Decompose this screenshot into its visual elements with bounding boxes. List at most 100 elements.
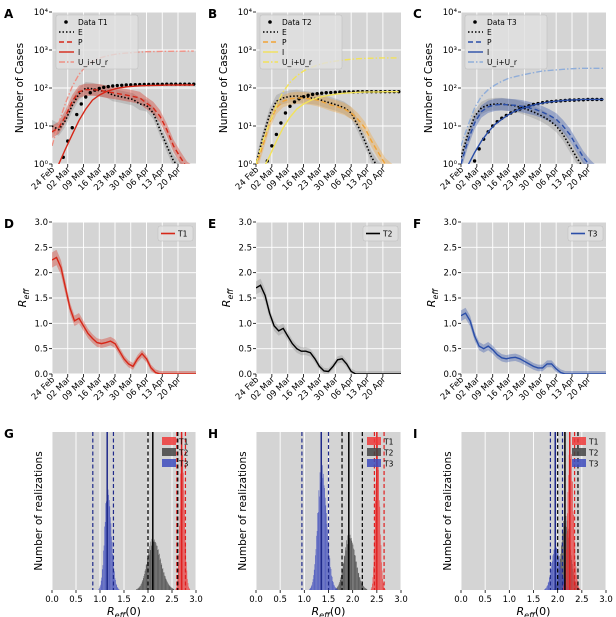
hist-bar-T2	[342, 569, 343, 590]
hist-bar-T1	[576, 575, 577, 590]
hist-bar-T3	[553, 554, 554, 590]
x-tick-label: 1.5	[117, 595, 131, 605]
hist-bar-T1	[179, 525, 180, 590]
hist-bar-T1	[370, 588, 372, 590]
hist-bar-T1	[380, 534, 381, 590]
x-tick-label: 2.0	[141, 595, 155, 605]
hist-bar-T3	[114, 578, 116, 590]
data-point	[320, 91, 324, 95]
hist-bar-T3	[551, 561, 553, 590]
data-point	[397, 89, 401, 94]
hist-bar-T2	[145, 569, 146, 590]
panel-letter: B	[208, 7, 217, 21]
data-point	[472, 159, 477, 163]
y-axis-label: Reff	[16, 288, 31, 308]
legend-label: T1	[383, 438, 394, 447]
hist-bar-T1	[372, 583, 373, 590]
x-tick-label: 1.5	[322, 595, 336, 605]
hist-bar-T3	[99, 588, 100, 590]
legend-marker	[367, 459, 381, 467]
legend-marker	[572, 437, 586, 445]
hist-bar-T1	[188, 588, 190, 590]
hist-bar-T1	[184, 530, 186, 590]
hist-bar-T2	[563, 521, 564, 590]
hist-bar-T2	[145, 564, 147, 590]
hist-bar-T2	[363, 586, 364, 590]
hist-bar-T1	[381, 562, 382, 590]
hist-bar-T3	[328, 544, 330, 590]
legend-label: Data T1	[78, 18, 108, 27]
hist-bar-T3	[322, 477, 324, 590]
legend-label: T3	[383, 460, 394, 469]
data-point	[106, 84, 110, 89]
legend-box	[55, 14, 139, 70]
legend-label: U_i+U_r	[78, 58, 109, 67]
y-tick-label: 0.0	[443, 370, 457, 380]
hist-bar-T3	[326, 512, 327, 590]
hist-bar-T2	[360, 580, 361, 590]
hist-bar-T3	[110, 517, 111, 590]
hist-bar-T2	[165, 578, 167, 590]
hist-bar-T3	[315, 549, 317, 590]
hist-bar-T2	[356, 567, 358, 590]
data-point	[111, 84, 115, 88]
hist-bar-T2	[345, 547, 346, 590]
band-P	[52, 83, 191, 164]
hist-bar-T1	[567, 513, 568, 590]
legend-label: P	[78, 38, 83, 47]
hist-bar-T2	[562, 531, 563, 590]
hist-bar-T2	[364, 587, 365, 590]
hist-bar-T2	[137, 588, 139, 590]
data-point	[79, 102, 83, 106]
hist-bar-T2	[154, 541, 156, 590]
y-tick-label: 3.0	[443, 218, 457, 228]
hist-bar-T2	[168, 585, 170, 590]
hist-bar-T2	[147, 559, 149, 590]
hist-bar-T2	[352, 542, 353, 590]
hist-bar-T3	[545, 588, 546, 590]
hist-bar-T1	[189, 589, 191, 590]
hist-bar-T2	[162, 567, 164, 590]
data-point	[97, 86, 101, 91]
hist-bar-T2	[136, 589, 138, 590]
legend-label: T3	[587, 230, 598, 239]
y-tick-label: 10³	[238, 46, 252, 56]
hist-bar-T3	[107, 489, 109, 590]
data-point	[70, 126, 74, 130]
hist-bar-T3	[310, 587, 312, 590]
y-tick-label: 2.0	[34, 269, 48, 279]
plot-area	[461, 432, 606, 590]
hist-bar-T2	[364, 587, 366, 590]
hist-bar-T3	[314, 564, 316, 590]
x-axis-label: Reff(0)	[517, 605, 551, 617]
x-tick-label: 1.0	[93, 595, 107, 605]
hist-bar-T2	[156, 545, 157, 590]
y-tick-label: 0.0	[238, 370, 252, 380]
y-tick-label: 1.0	[443, 319, 457, 329]
hist-bar-T3	[330, 568, 332, 590]
hist-bar-T1	[576, 579, 578, 590]
hist-bar-T2	[167, 582, 168, 590]
hist-bar-T1	[383, 583, 384, 590]
y-tick-label: 2.0	[443, 269, 457, 279]
data-point	[120, 83, 124, 87]
hist-bar-T3	[112, 558, 114, 590]
legend-label: P	[282, 38, 287, 47]
hist-bar-T2	[354, 555, 356, 590]
legend-marker	[162, 437, 176, 445]
legend-label: Data T2	[282, 18, 312, 27]
band-E	[461, 97, 587, 164]
hist-bar-T3	[98, 588, 100, 590]
x-tick-label: 0.5	[69, 595, 83, 605]
x-tick-label: 0.5	[478, 595, 492, 605]
x-tick-label: 2.5	[370, 595, 384, 605]
hist-bar-T3	[335, 588, 337, 590]
hist-bar-T3	[115, 583, 117, 590]
hist-bar-T3	[316, 530, 318, 590]
legend-marker	[572, 459, 586, 467]
legend-label: U_i+U_r	[487, 58, 518, 67]
hist-bar-T1	[573, 515, 575, 590]
hist-bar-T1	[374, 500, 376, 590]
